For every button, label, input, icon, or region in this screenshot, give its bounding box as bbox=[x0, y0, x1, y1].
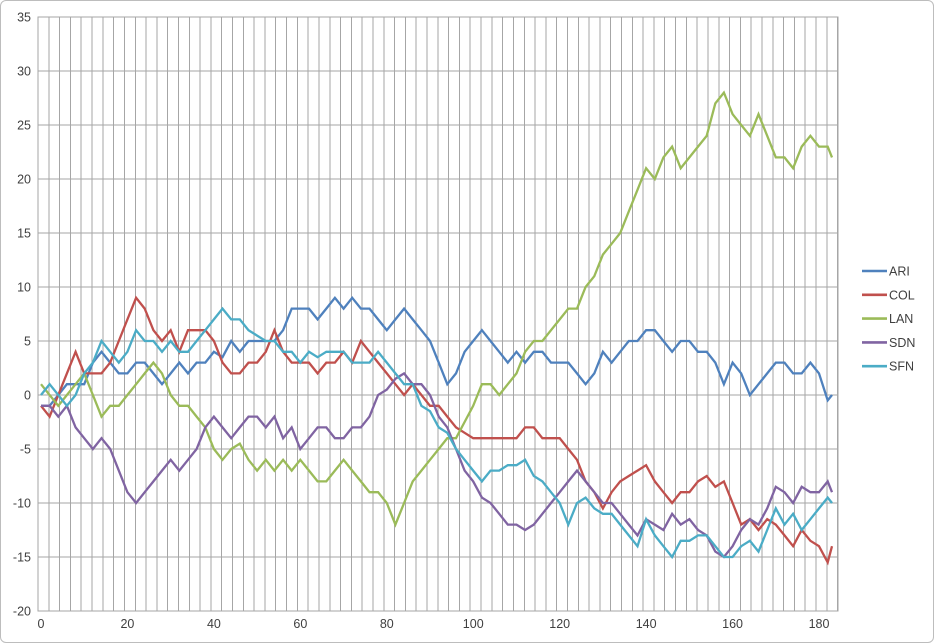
y-axis-tick-label: 5 bbox=[24, 335, 31, 349]
x-axis-tick-label: 160 bbox=[722, 617, 743, 631]
legend-label-COL: COL bbox=[889, 288, 915, 302]
x-axis-tick-label: 60 bbox=[293, 617, 307, 631]
series-line-COL bbox=[40, 295, 834, 566]
series-line-LAN bbox=[40, 90, 834, 528]
axis-labels: 35 30 25 20 15 10 5 0 -5 -10 -15 -20 0 20 40 60 80 100 120… bbox=[13, 11, 830, 632]
y-axis-tick-label: 25 bbox=[17, 119, 31, 133]
legend-label-SFN: SFN bbox=[889, 360, 914, 374]
y-axis-tick-label: -10 bbox=[13, 497, 31, 511]
y-axis-tick-label: -15 bbox=[13, 551, 31, 565]
gridlines bbox=[37, 16, 839, 612]
legend-item-SFN: SFN bbox=[862, 360, 914, 374]
legend-label-LAN: LAN bbox=[889, 312, 913, 326]
y-axis-tick-label: -5 bbox=[20, 443, 31, 457]
y-axis-tick-label: -20 bbox=[13, 605, 31, 619]
legend-label-SDN: SDN bbox=[889, 336, 915, 350]
series-line-SDN bbox=[41, 371, 834, 559]
series-line-SFN bbox=[40, 306, 833, 560]
x-axis-tick-label: 140 bbox=[636, 617, 657, 631]
legend-item-SDN: SDN bbox=[862, 336, 915, 350]
plot-area-border bbox=[37, 16, 839, 612]
x-axis-tick-label: 40 bbox=[207, 617, 221, 631]
x-axis-tick-label: 100 bbox=[463, 617, 484, 631]
y-axis-tick-label: 15 bbox=[17, 227, 31, 241]
y-axis-tick-label: 10 bbox=[17, 281, 31, 295]
x-axis-tick-label: 20 bbox=[120, 617, 134, 631]
x-axis-tick-label: 80 bbox=[380, 617, 394, 631]
legend-item-COL: COL bbox=[862, 288, 915, 302]
series-line-ARI bbox=[41, 295, 833, 407]
x-axis-tick-label: 0 bbox=[38, 617, 45, 631]
legend-item-ARI: ARI bbox=[862, 265, 910, 279]
legend: ARI COL LAN SDN SFN bbox=[862, 265, 915, 374]
y-axis-tick-label: 0 bbox=[24, 389, 31, 403]
legend-item-LAN: LAN bbox=[862, 312, 913, 326]
y-axis-tick-label: 20 bbox=[17, 173, 31, 187]
legend-label-ARI: ARI bbox=[889, 265, 910, 279]
y-axis-tick-label: 35 bbox=[17, 11, 31, 25]
series-lines bbox=[40, 90, 834, 566]
y-axis-tick-label: 30 bbox=[17, 65, 31, 79]
x-axis-tick-label: 180 bbox=[809, 617, 830, 631]
x-axis-tick-label: 120 bbox=[549, 617, 570, 631]
